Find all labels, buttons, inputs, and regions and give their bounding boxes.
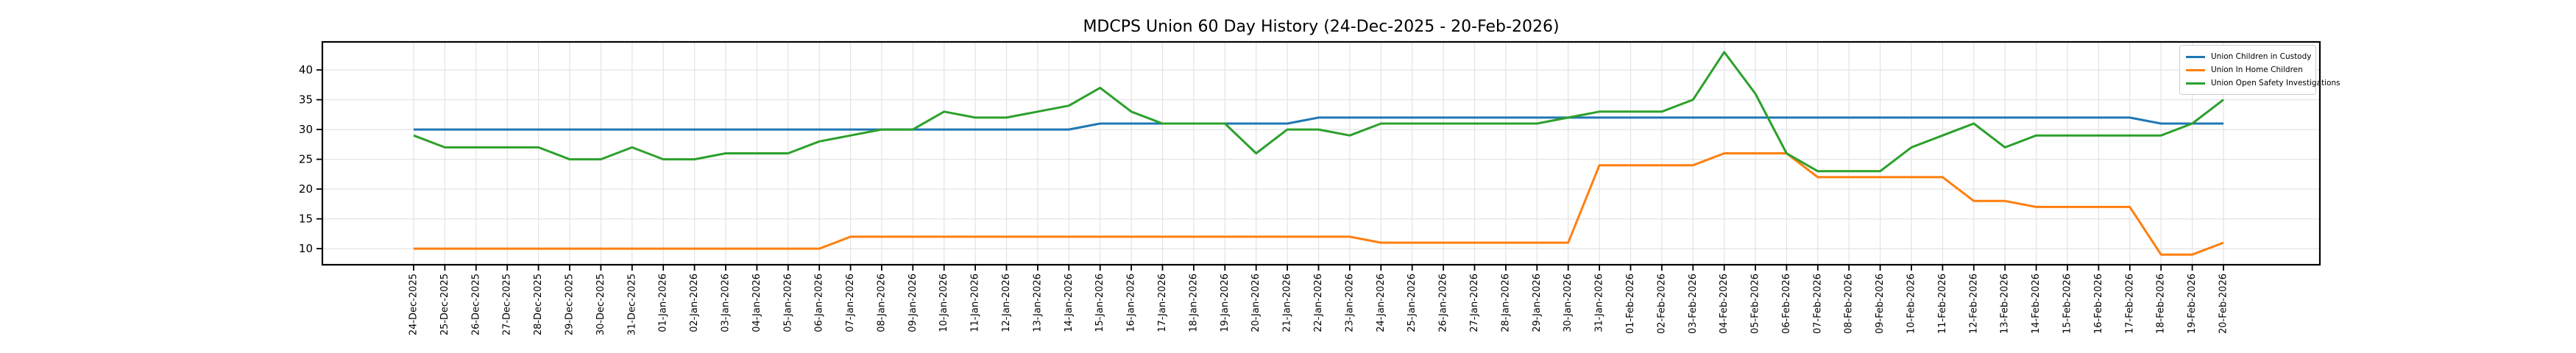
x-tick-label: 29-Jan-2026 xyxy=(1532,274,1543,332)
x-tick-label: 26-Dec-2025 xyxy=(470,274,481,335)
x-tick-label: 26-Jan-2026 xyxy=(1438,274,1449,332)
y-tick-label: 35 xyxy=(299,93,313,107)
x-tick-label: 06-Jan-2026 xyxy=(814,274,825,332)
x-tick-label: 05-Jan-2026 xyxy=(782,274,793,332)
grid xyxy=(322,42,2320,265)
x-tick-label: 30-Dec-2025 xyxy=(595,274,606,335)
x-tick-label: 02-Feb-2026 xyxy=(1656,274,1667,334)
x-tick-label: 01-Feb-2026 xyxy=(1625,274,1636,334)
x-tick-label: 20-Jan-2026 xyxy=(1250,274,1262,332)
y-tick-label: 30 xyxy=(299,123,313,136)
x-tick-label: 17-Jan-2026 xyxy=(1157,274,1168,332)
y-tick-label: 15 xyxy=(299,213,313,226)
x-tick-label: 07-Feb-2026 xyxy=(1812,274,1823,334)
legend-label: Union Open Safety Investigations xyxy=(2211,79,2340,88)
legend-label: Union Children in Custody xyxy=(2211,52,2312,61)
x-tick-label: 12-Feb-2026 xyxy=(1968,274,1979,334)
x-tick-label: 31-Jan-2026 xyxy=(1594,274,1605,332)
x-tick-label: 24-Jan-2026 xyxy=(1376,274,1387,332)
x-tick-label: 30-Jan-2026 xyxy=(1563,274,1574,332)
x-tick-label: 18-Feb-2026 xyxy=(2156,274,2167,334)
x-tick-label: 28-Jan-2026 xyxy=(1500,274,1511,332)
x-tick-label: 21-Jan-2026 xyxy=(1282,274,1293,332)
x-tick-label: 28-Dec-2025 xyxy=(533,274,544,335)
x-tick-label: 14-Feb-2026 xyxy=(2031,274,2042,334)
x-tick-label: 13-Feb-2026 xyxy=(2000,274,2011,334)
x-tick-label: 23-Jan-2026 xyxy=(1344,274,1355,332)
x-tick-label: 10-Jan-2026 xyxy=(938,274,949,332)
legend-label: Union In Home Children xyxy=(2211,65,2303,74)
x-tick-label: 10-Feb-2026 xyxy=(1906,274,1917,334)
x-tick-label: 27-Dec-2025 xyxy=(502,274,513,335)
series-line-union-children-in-custody xyxy=(414,116,2223,131)
x-tick-label: 29-Dec-2025 xyxy=(565,274,576,335)
x-tick-label: 25-Jan-2026 xyxy=(1406,274,1418,332)
legend-entry-children-in-custody: Union Children in Custody xyxy=(2186,50,2312,63)
y-tick-label: 40 xyxy=(299,63,313,76)
y-tick-label: 20 xyxy=(299,182,313,196)
x-tick-label: 27-Jan-2026 xyxy=(1469,274,1480,332)
y-tick-labels: 10 15 20 25 30 35 40 xyxy=(299,63,313,255)
x-tick-label: 17-Feb-2026 xyxy=(2124,274,2135,334)
x-tick-label: 06-Feb-2026 xyxy=(1781,274,1792,334)
x-tick-label: 04-Feb-2026 xyxy=(1719,274,1730,334)
legend-line-sample-green xyxy=(2186,82,2205,85)
x-tick-label: 19-Jan-2026 xyxy=(1220,274,1231,332)
x-tick-label: 12-Jan-2026 xyxy=(1001,274,1012,332)
y-tick-label: 25 xyxy=(299,153,313,166)
x-tick-label: 15-Jan-2026 xyxy=(1094,274,1105,332)
x-tick-label: 11-Jan-2026 xyxy=(970,274,981,332)
axis-ticks xyxy=(316,69,2224,271)
x-tick-label: 11-Feb-2026 xyxy=(1937,274,1948,334)
x-tick-label: 08-Jan-2026 xyxy=(876,274,887,332)
x-tick-label: 01-Jan-2026 xyxy=(658,274,669,332)
x-tick-label: 18-Jan-2026 xyxy=(1188,274,1199,332)
series-line-union-in-home-children xyxy=(414,152,2224,256)
x-tick-label: 09-Jan-2026 xyxy=(907,274,919,332)
x-tick-label: 25-Dec-2025 xyxy=(439,274,450,335)
y-tick-label: 10 xyxy=(299,242,313,255)
x-tick-label: 16-Jan-2026 xyxy=(1126,274,1137,332)
plot-border xyxy=(321,40,2321,266)
chart-title: MDCPS Union 60 Day History (24-Dec-2025 … xyxy=(1083,18,1560,36)
x-tick-label: 24-Dec-2025 xyxy=(408,274,420,335)
x-tick-label: 14-Jan-2026 xyxy=(1064,274,1075,332)
x-tick-labels: 24-Dec-2025 25-Dec-2025 26-Dec-2025 27-Dec-… xyxy=(408,274,2229,335)
legend-line-sample-orange xyxy=(2186,68,2205,71)
x-tick-label: 19-Feb-2026 xyxy=(2187,274,2198,334)
x-tick-label: 20-Feb-2026 xyxy=(2218,274,2229,334)
x-tick-label: 03-Jan-2026 xyxy=(721,274,732,332)
legend-entry-open-safety-investigations: Union Open Safety Investigations xyxy=(2186,76,2340,90)
legend: Union Children in Custody Union In Home … xyxy=(2179,45,2340,95)
legend-line-sample-blue xyxy=(2186,55,2205,58)
x-tick-label: 04-Jan-2026 xyxy=(751,274,762,332)
series-line-union-open-safety-investigations xyxy=(413,51,2224,173)
x-tick-label: 31-Dec-2025 xyxy=(626,274,637,335)
x-tick-label: 09-Feb-2026 xyxy=(1875,274,1886,334)
x-tick-label: 13-Jan-2026 xyxy=(1032,274,1043,332)
x-tick-label: 22-Jan-2026 xyxy=(1313,274,1324,332)
x-tick-label: 07-Jan-2026 xyxy=(845,274,856,332)
x-tick-label: 16-Feb-2026 xyxy=(2093,274,2104,334)
x-tick-label: 02-Jan-2026 xyxy=(689,274,700,332)
x-tick-label: 08-Feb-2026 xyxy=(1844,274,1855,334)
x-tick-label: 05-Feb-2026 xyxy=(1750,274,1761,334)
x-tick-label: 15-Feb-2026 xyxy=(2062,274,2073,334)
legend-entry-in-home-children: Union In Home Children xyxy=(2186,63,2310,76)
x-tick-label: 03-Feb-2026 xyxy=(1688,274,1699,334)
